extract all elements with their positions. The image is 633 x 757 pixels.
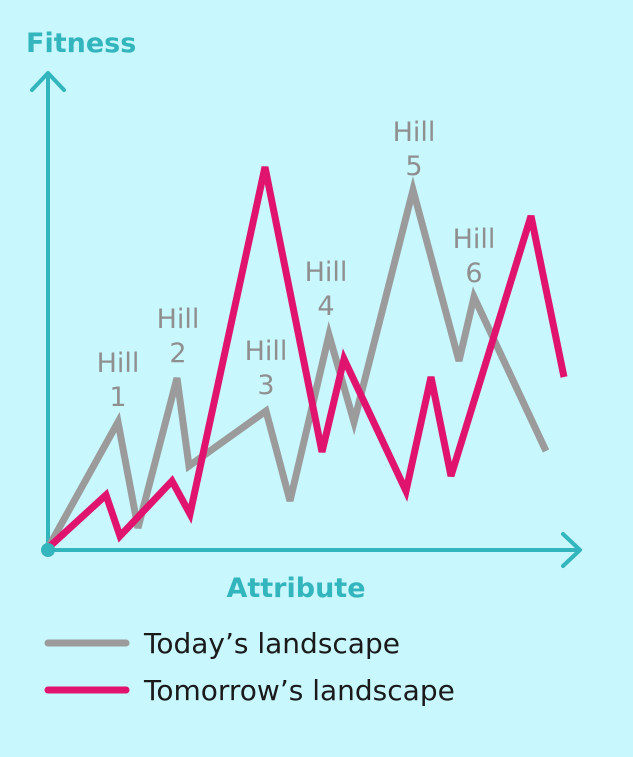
axes bbox=[30, 71, 582, 568]
hill-label-5: Hill 5 bbox=[393, 117, 436, 182]
hill-label-1: Hill 1 bbox=[97, 348, 140, 413]
legend-label-today: Today’s landscape bbox=[143, 627, 400, 660]
origin-dot bbox=[41, 543, 55, 557]
hill-label-word: Hill bbox=[97, 348, 140, 379]
hill-label-4: Hill 4 bbox=[305, 257, 348, 322]
hill-label-6: Hill 6 bbox=[453, 224, 496, 289]
x-axis-arrowhead bbox=[561, 532, 582, 568]
legend: Today’s landscape Tomorrow’s landscape bbox=[44, 627, 455, 707]
hill-label-number: 5 bbox=[405, 151, 422, 182]
hill-label-word: Hill bbox=[393, 117, 436, 148]
y-axis-title: Fitness bbox=[26, 28, 136, 59]
hill-label-number: 6 bbox=[465, 258, 482, 289]
x-axis-title: Attribute bbox=[226, 573, 365, 604]
hill-label-number: 1 bbox=[109, 382, 126, 413]
hill-label-3: Hill 3 bbox=[245, 336, 288, 401]
hill-label-word: Hill bbox=[245, 336, 288, 367]
hill-label-number: 2 bbox=[169, 338, 186, 369]
tomorrow-landscape-line bbox=[45, 166, 568, 551]
legend-item-today: Today’s landscape bbox=[44, 627, 400, 660]
hill-label-number: 3 bbox=[257, 370, 274, 401]
hill-label-word: Hill bbox=[157, 304, 200, 335]
hill-label-word: Hill bbox=[305, 257, 348, 288]
hill-label-word: Hill bbox=[453, 224, 496, 255]
hill-label-2: Hill 2 bbox=[157, 304, 200, 369]
legend-label-tomorrow: Tomorrow’s landscape bbox=[143, 674, 455, 707]
legend-item-tomorrow: Tomorrow’s landscape bbox=[44, 674, 455, 707]
y-axis-arrowhead bbox=[30, 71, 66, 92]
hill-label-number: 4 bbox=[317, 291, 334, 322]
today-landscape-line bbox=[44, 176, 550, 550]
